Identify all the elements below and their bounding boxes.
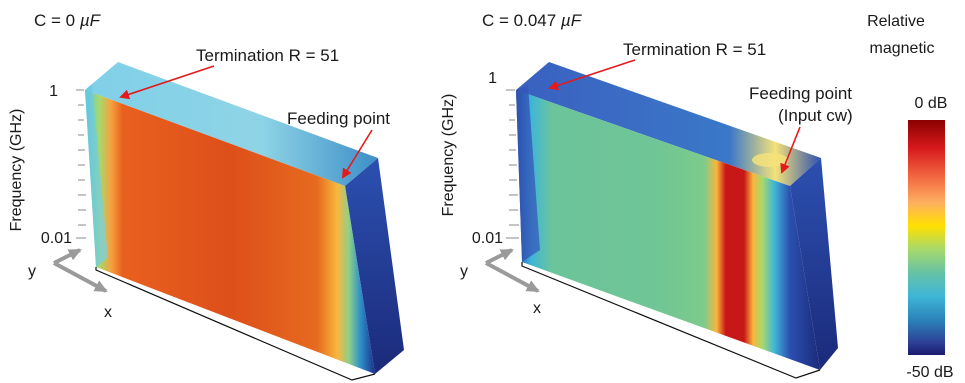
right-feeding-arrow xyxy=(780,126,801,174)
colorbar-gradient xyxy=(908,120,945,355)
left-y-axis-label: Frequency (GHz) xyxy=(8,109,25,232)
left-termination-label: Termination R = 51 xyxy=(196,46,339,65)
right-axis-y-arrow xyxy=(485,248,514,265)
right-block-top-face xyxy=(516,62,821,186)
right-axis-x-arrow xyxy=(485,261,540,293)
right-block-front-face xyxy=(516,90,820,370)
left-axis-ticks xyxy=(76,89,86,239)
left-panel: C = 0 µF 1 0.01 Frequency (GHz) y x Term… xyxy=(8,11,404,381)
colorbar: Relative magnetic 0 dB -50 dB xyxy=(867,13,953,381)
colorbar-top-label: 0 dB xyxy=(915,95,948,112)
colorbar-title-line2: magnetic xyxy=(870,40,935,57)
left-feeding-label: Feeding point xyxy=(287,109,390,128)
right-feeding-label-line2: (Input cw) xyxy=(778,106,853,125)
left-base-outline xyxy=(95,267,376,381)
left-block-top-face xyxy=(85,62,378,186)
right-axis-x-label: x xyxy=(533,300,541,317)
left-axis-x-label: x xyxy=(104,304,112,321)
left-title: C = 0 µF xyxy=(34,11,102,30)
left-block-edge xyxy=(85,84,108,267)
left-termination-arrow xyxy=(119,65,215,100)
right-base-outline xyxy=(521,262,821,379)
left-block-side-face xyxy=(345,158,404,374)
right-feeding-label-line1: Feeding point xyxy=(749,84,852,103)
left-axis-y-arrow xyxy=(53,248,82,265)
left-axis-y-label: y xyxy=(28,263,36,280)
left-feeding-arrow xyxy=(341,129,373,179)
right-termination-label: Termination R = 51 xyxy=(623,40,766,59)
right-axis-ticks xyxy=(506,89,519,239)
right-termination-arrow xyxy=(548,59,636,91)
left-axis-x-arrow xyxy=(53,261,108,293)
left-block-front-face xyxy=(85,90,375,374)
right-tick-top: 1 xyxy=(488,70,497,87)
colorbar-bottom-label: -50 dB xyxy=(906,364,953,381)
right-tick-bottom: 0.01 xyxy=(472,230,503,247)
right-title: C = 0.047 µF xyxy=(482,11,583,30)
right-block-edge xyxy=(516,86,540,262)
colorbar-title-line1: Relative xyxy=(867,13,925,30)
left-tick-top: 1 xyxy=(49,83,58,100)
right-panel: C = 0.047 µF 1 0.01 Frequency (GHz) y x … xyxy=(440,11,853,379)
right-feeding-hotspot xyxy=(752,153,788,167)
right-block-side-face xyxy=(790,158,838,370)
right-axis-y-label: y xyxy=(460,263,468,280)
right-y-axis-label: Frequency (GHz) xyxy=(440,94,457,217)
left-tick-bottom: 0.01 xyxy=(41,230,72,247)
